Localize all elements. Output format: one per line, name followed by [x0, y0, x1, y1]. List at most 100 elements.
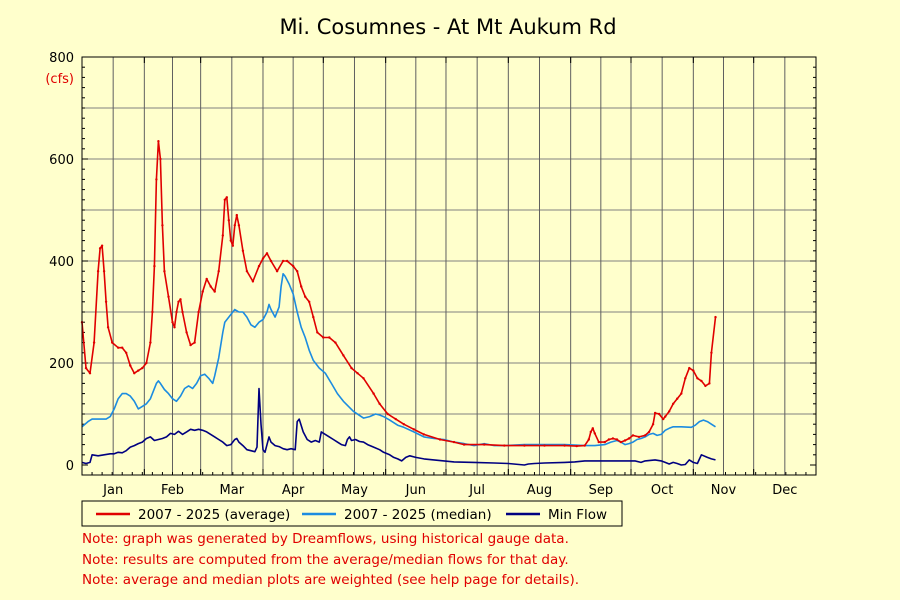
series-point-average [714, 315, 717, 319]
series-point-average [285, 259, 289, 263]
series-point-average [688, 366, 691, 370]
series-point-average [452, 440, 456, 444]
series-point-average [153, 264, 156, 268]
series-point-average [611, 437, 615, 440]
series-point-average [523, 444, 526, 447]
series-point-average [708, 382, 711, 385]
series-point-average [627, 437, 631, 440]
series-point-average [217, 270, 220, 273]
series-point-average [213, 290, 216, 293]
series-point-average [308, 300, 311, 303]
series-point-average [350, 366, 353, 370]
axes: 0 200 400 600 800 Jan Feb Mar Apr May Jun Jul Aug Sep… [49, 51, 817, 498]
series-point-average [157, 140, 160, 143]
series-point-average [92, 341, 96, 344]
series-point-average [209, 285, 212, 288]
note-line-3: Note: average and median plots are weigh… [82, 572, 580, 588]
series-point-average [593, 432, 596, 435]
series-point-average [88, 372, 92, 375]
series-point-average [129, 364, 132, 367]
x-tick-label: Jan [102, 483, 123, 498]
series-point-average [269, 259, 273, 263]
series-line-median [81, 273, 716, 447]
series-point-average [181, 310, 184, 314]
x-tick-label: Feb [161, 483, 184, 498]
series-point-average [710, 351, 713, 354]
series-point-average [106, 326, 110, 329]
series-point-average [151, 310, 154, 314]
y-tick-label: 0 [66, 459, 74, 474]
series-point-average [316, 331, 319, 334]
series-point-average [227, 219, 230, 222]
x-tick-label: Apr [282, 483, 305, 498]
series-point-average [175, 310, 178, 314]
series-point-average [189, 343, 192, 347]
series-point-average [281, 259, 285, 263]
series-point-average [104, 300, 108, 303]
series-point-average [402, 423, 405, 426]
series-point-average [386, 412, 389, 416]
series-point-average [177, 300, 180, 303]
series-point-average [607, 438, 611, 441]
series-point-average [229, 239, 232, 242]
series-point-average [312, 315, 315, 319]
series-point-average [328, 336, 331, 339]
series-point-average [575, 444, 578, 448]
series-point-average [668, 410, 671, 413]
series-point-average [662, 417, 665, 421]
series-point-average [185, 331, 188, 334]
series-point-average [378, 402, 381, 405]
series-point-average [631, 434, 635, 437]
series-point-average [647, 430, 651, 434]
series-point-average [167, 295, 170, 298]
series-point-average [591, 427, 594, 430]
series-point-average [322, 336, 325, 339]
series-point-average [159, 157, 162, 161]
series-point-average [422, 433, 426, 436]
series-point-average [111, 341, 114, 344]
notes: Note: graph was generated by Dreamflows,… [82, 529, 579, 591]
x-tick-label: Aug [527, 483, 552, 498]
series-point-average [137, 369, 140, 372]
series-point-average [304, 295, 307, 298]
series-point-average [583, 444, 586, 447]
series-point-average [619, 440, 623, 444]
series-point-average [201, 290, 204, 293]
series-point-average [102, 270, 106, 273]
series-point-average [587, 438, 590, 441]
x-tick-label: Nov [711, 483, 737, 498]
series-point-average [292, 264, 295, 268]
series-point-average [171, 321, 174, 324]
legend-label-average: 2007 - 2025 (average) [138, 507, 290, 523]
series-point-average [603, 440, 606, 444]
x-tick-label: Sep [589, 483, 614, 498]
series-point-average [680, 392, 683, 395]
series-point-average [235, 213, 238, 217]
plot-area [82, 57, 816, 475]
plot-frame [81, 56, 817, 476]
series-point-average [96, 270, 100, 273]
series-point-average [704, 384, 707, 388]
series-point-average [623, 439, 627, 442]
series-point-average [372, 392, 375, 395]
note-line-1: Note: graph was generated by Dreamflows,… [82, 531, 569, 547]
series-point-average [179, 298, 182, 301]
series-point-average [205, 277, 208, 281]
y-tick-label: 600 [49, 153, 74, 168]
series-point-average [173, 326, 176, 329]
series-point-average [257, 264, 261, 268]
y-tick-label: 400 [49, 255, 74, 270]
note-line-2: Note: results are computed from the aver… [82, 551, 569, 568]
series-point-average [125, 351, 128, 354]
series-point-average [161, 224, 164, 227]
series-point-average [643, 434, 647, 437]
series-point-average [84, 366, 88, 370]
series-point-average [653, 411, 657, 415]
series-point-average [394, 417, 397, 421]
series-point-average [483, 443, 486, 446]
series-point-average [300, 285, 303, 288]
series-point-average [237, 224, 241, 227]
y-axis-unit-label: (cfs) [45, 72, 74, 87]
series-point-average [412, 428, 415, 431]
